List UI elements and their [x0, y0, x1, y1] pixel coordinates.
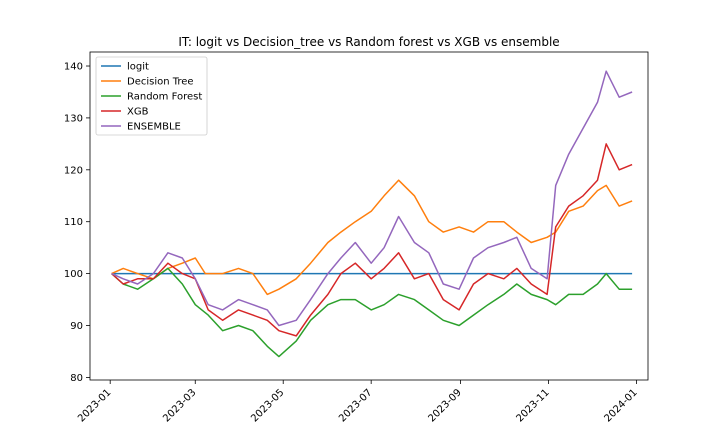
legend-label-logit: logit — [127, 62, 149, 73]
y-tick-label: 110 — [64, 217, 83, 228]
y-tick-label: 130 — [64, 113, 83, 124]
legend: logit Decision Tree Random Forest XGB ENSEMB… — [95, 56, 208, 136]
legend-label-ensemble: ENSEMBLE — [127, 122, 181, 133]
y-tick-label: 120 — [64, 165, 83, 176]
legend-label-random-forest: Random Forest — [127, 92, 202, 103]
y-axis: 80 90 100 110 120 130 140 — [64, 62, 90, 384]
series-line-ensemble — [111, 70, 633, 327]
legend-box — [95, 56, 208, 136]
chart-title: IT: logit vs Decision_tree vs Random for… — [178, 35, 559, 49]
series-layer — [111, 70, 633, 358]
y-tick-label: 100 — [64, 269, 83, 280]
series-line-random-forest — [111, 267, 633, 358]
y-tick-label: 80 — [70, 373, 83, 384]
y-tick-label: 140 — [64, 62, 83, 73]
y-tick-label: 90 — [70, 321, 83, 332]
legend-label-decision-tree: Decision Tree — [127, 77, 194, 88]
legend-label-xgb: XGB — [127, 107, 149, 118]
